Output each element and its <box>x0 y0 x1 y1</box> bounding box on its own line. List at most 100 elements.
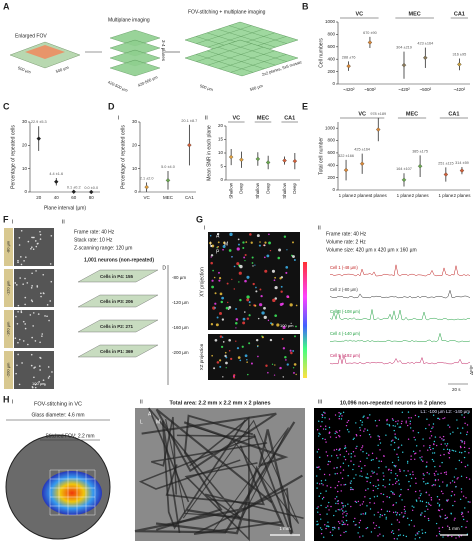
cell-spot <box>252 265 254 267</box>
value-label: 322 ±166 <box>338 154 354 158</box>
x-tick-label: VC <box>144 195 151 200</box>
neuron <box>352 488 354 491</box>
neuron <box>444 514 447 517</box>
cell-spot <box>224 351 227 354</box>
label: Cells in P2: 271 <box>100 324 134 329</box>
neuron <box>339 522 341 524</box>
neuron <box>445 517 447 520</box>
cell-spot <box>278 248 282 252</box>
y-tick-label: 1000 <box>325 19 336 24</box>
neuron <box>337 490 339 493</box>
neuron <box>362 535 364 537</box>
neuron <box>321 528 323 531</box>
cell-spot <box>249 304 251 306</box>
cell-spot <box>211 279 214 282</box>
cell-spot <box>31 246 33 249</box>
neuron <box>451 490 453 493</box>
neuron <box>328 474 331 476</box>
neuron <box>460 475 463 478</box>
neuron <box>325 527 327 530</box>
cell-spot <box>228 305 232 309</box>
neuron <box>361 467 363 469</box>
neuron <box>390 469 392 472</box>
neuron <box>428 424 430 426</box>
cell-spot <box>242 246 245 249</box>
neuron <box>341 508 343 510</box>
neuron <box>397 438 400 440</box>
value-label: 425 ±164 <box>354 148 370 152</box>
mean-marker <box>346 63 351 69</box>
mean-marker <box>239 157 244 162</box>
neuron <box>459 498 462 501</box>
cell-spot <box>213 367 216 370</box>
cell-spot <box>286 295 290 298</box>
y-tick-label: 20 <box>22 143 28 148</box>
cell-spot <box>285 271 288 274</box>
neuron <box>344 505 347 507</box>
neuron <box>434 465 436 468</box>
neuron <box>354 524 356 526</box>
y-axis-label: Cell numbers <box>318 38 324 68</box>
value-label: 314 ±59 <box>455 161 469 165</box>
neuron <box>340 484 342 486</box>
cell-spot <box>216 246 218 249</box>
cell-spot <box>49 300 52 302</box>
neuron <box>343 531 345 534</box>
cell-spot <box>286 363 289 366</box>
cell-spot <box>279 303 283 307</box>
neuron <box>398 446 400 448</box>
neuron <box>359 427 361 429</box>
neuron <box>338 415 341 417</box>
cell-spot <box>42 379 45 381</box>
neuron <box>352 468 354 471</box>
x-tick-label: ~420² <box>398 87 410 92</box>
neuron <box>319 527 322 529</box>
neuron <box>359 475 361 477</box>
neuron <box>334 527 336 529</box>
cell-spot <box>231 256 233 258</box>
neuron <box>407 438 410 440</box>
label: A <box>148 411 152 417</box>
neuron <box>392 504 394 507</box>
neuron <box>370 475 372 478</box>
neuron <box>321 420 323 423</box>
neuron <box>403 515 405 517</box>
neuron <box>361 421 364 423</box>
mean-marker <box>282 158 287 163</box>
mean-marker <box>54 179 59 184</box>
neuron <box>394 482 397 485</box>
neuron <box>366 505 368 507</box>
x-tick-label: Deep <box>265 183 270 194</box>
neuron <box>468 452 470 454</box>
x-tick-label: MEC <box>163 195 174 200</box>
neuron <box>345 530 347 533</box>
neuron <box>400 422 403 425</box>
neuron <box>428 494 430 496</box>
cell-spot <box>18 338 21 341</box>
neuron <box>410 458 412 461</box>
neuron <box>325 451 327 453</box>
cell-spot <box>252 282 255 286</box>
group-label: MEC <box>257 115 269 121</box>
neuron <box>435 470 437 472</box>
neuron <box>456 478 458 480</box>
cell-spot <box>219 335 223 338</box>
y-axis-label: Percentage of repeated cells <box>10 125 16 189</box>
neuron <box>357 532 359 534</box>
cell-spot <box>48 319 50 322</box>
label: -80 µm <box>172 275 186 280</box>
cell-spot <box>257 355 259 358</box>
neuron <box>451 480 454 482</box>
cell-spot <box>280 285 283 288</box>
neuron <box>455 468 457 470</box>
cell-spot <box>51 371 53 373</box>
neuron <box>461 512 464 514</box>
cell-spot <box>218 279 221 282</box>
cell-spot <box>251 256 254 259</box>
label: i <box>12 400 13 406</box>
neuron <box>353 463 355 466</box>
label: XY projection <box>199 267 205 297</box>
label: FOV-stitching + multiplane imaging <box>188 9 266 15</box>
neuron <box>415 499 418 501</box>
neuron <box>324 425 327 427</box>
